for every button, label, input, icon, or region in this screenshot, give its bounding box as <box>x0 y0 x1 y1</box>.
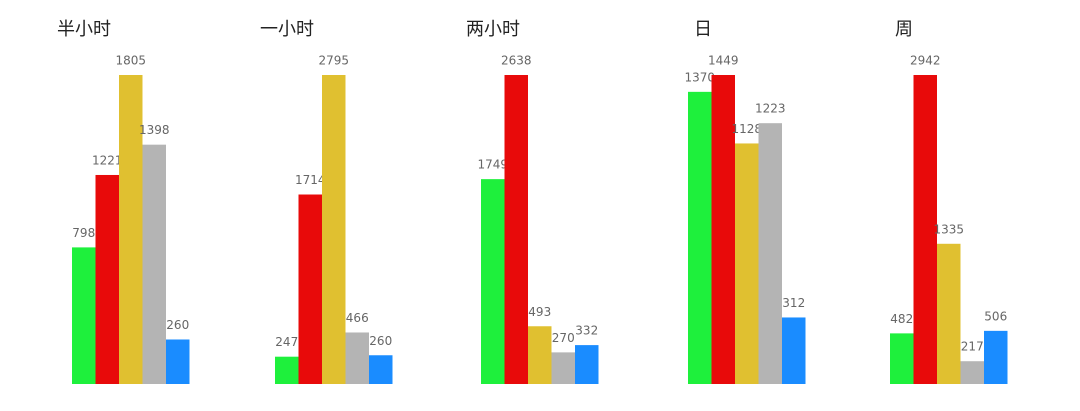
value-label: 260 <box>166 318 189 332</box>
bar <box>688 91 712 384</box>
value-label: 260 <box>369 334 392 348</box>
chart-title: 周 <box>895 19 913 40</box>
value-label: 1128 <box>731 122 762 136</box>
bar <box>937 243 961 384</box>
bar <box>758 123 782 385</box>
value-label: 1398 <box>139 123 170 137</box>
bar <box>782 317 806 384</box>
bar <box>119 75 143 384</box>
bar <box>913 75 937 384</box>
bar <box>504 75 528 384</box>
value-label: 1221 <box>92 153 123 167</box>
value-label: 2638 <box>501 54 532 68</box>
bar <box>984 330 1008 384</box>
bar <box>890 333 914 384</box>
bar <box>298 194 322 384</box>
value-label: 1749 <box>477 158 508 172</box>
value-label: 466 <box>346 311 369 325</box>
value-label: 312 <box>782 296 805 310</box>
chart-title: 半小时 <box>57 19 111 40</box>
value-label: 270 <box>552 331 575 345</box>
bar <box>528 326 552 384</box>
chart-title: 一小时 <box>260 19 314 40</box>
value-label: 1335 <box>933 222 964 236</box>
chart-title: 日 <box>694 19 712 40</box>
value-label: 1805 <box>115 54 146 68</box>
value-label: 798 <box>72 226 95 240</box>
chart-title: 两小时 <box>466 19 520 40</box>
value-label: 1370 <box>684 70 715 84</box>
value-label: 2942 <box>910 54 941 68</box>
bar <box>72 247 96 384</box>
bar <box>551 352 575 384</box>
bar <box>166 339 190 384</box>
value-label: 2795 <box>318 54 349 68</box>
value-label: 217 <box>961 340 984 354</box>
value-label: 482 <box>890 312 913 326</box>
bar <box>322 75 346 384</box>
value-label: 247 <box>275 335 298 349</box>
bar <box>575 345 599 384</box>
value-label: 1714 <box>295 173 326 187</box>
bar <box>142 144 166 384</box>
bar <box>960 361 984 384</box>
bar <box>369 355 393 384</box>
value-label: 506 <box>984 309 1007 323</box>
value-label: 1449 <box>708 54 739 68</box>
bar <box>345 332 369 384</box>
value-label: 493 <box>528 305 551 319</box>
bar <box>275 356 299 384</box>
bar <box>735 143 759 384</box>
bar <box>95 174 119 384</box>
value-label: 332 <box>575 324 598 338</box>
bar <box>481 179 505 384</box>
bar <box>711 75 735 384</box>
value-label: 1223 <box>755 102 786 116</box>
